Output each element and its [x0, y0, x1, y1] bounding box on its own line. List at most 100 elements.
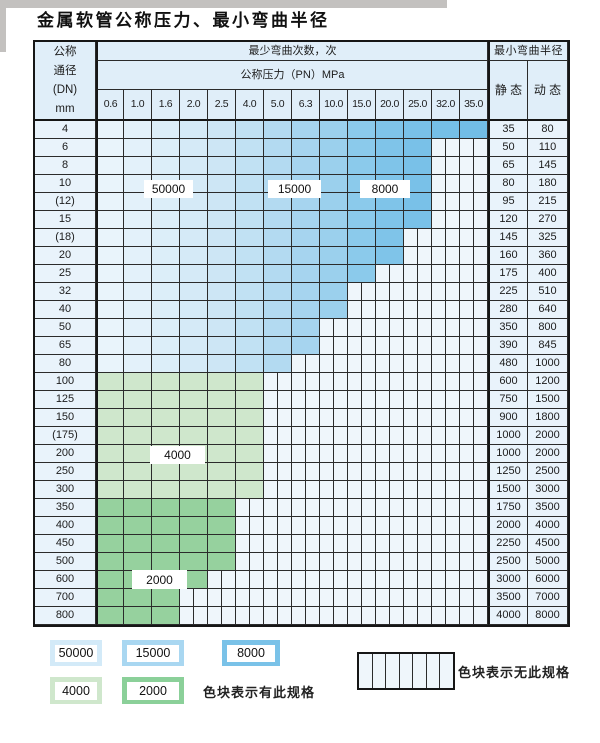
cycle-cell — [124, 121, 152, 139]
cycle-cell — [348, 139, 376, 157]
dn-label: 800 — [35, 607, 96, 625]
cycle-cell — [180, 283, 208, 301]
no-spec-cell — [460, 535, 488, 553]
static-value: 750 — [488, 391, 528, 409]
no-spec-cell — [348, 409, 376, 427]
cycle-cell — [152, 427, 180, 445]
pressure-tick: 32.0 — [432, 90, 460, 121]
cycle-cell — [376, 139, 404, 157]
no-spec-cell — [460, 283, 488, 301]
dynamic-value: 800 — [528, 319, 568, 337]
pressure-tick: 25.0 — [404, 90, 432, 121]
no-spec-cell — [404, 301, 432, 319]
cycle-cell — [208, 139, 236, 157]
cycle-cell — [152, 265, 180, 283]
cycle-cell — [96, 301, 124, 319]
dynamic-value: 180 — [528, 175, 568, 193]
cycle-cell — [208, 499, 236, 517]
cycle-cell — [208, 211, 236, 229]
no-spec-cell — [236, 607, 264, 625]
legend-swatch-50000: 50000 — [50, 640, 102, 666]
cycle-cell — [152, 517, 180, 535]
no-spec-cell — [432, 391, 460, 409]
dynamic-value: 1500 — [528, 391, 568, 409]
dn-label: 500 — [35, 553, 96, 571]
cycle-count-label: 15000 — [268, 180, 321, 198]
cycle-cell — [124, 319, 152, 337]
cycle-cell — [404, 121, 432, 139]
dn-label: 200 — [35, 445, 96, 463]
cycle-cell — [208, 301, 236, 319]
cycle-cell — [432, 121, 460, 139]
cycle-cell — [96, 319, 124, 337]
cycle-cell — [264, 211, 292, 229]
dn-label: 150 — [35, 409, 96, 427]
cycle-cell — [348, 229, 376, 247]
no-spec-cell — [292, 607, 320, 625]
no-spec-cell — [264, 607, 292, 625]
cycle-cell — [124, 283, 152, 301]
cycle-cell — [348, 157, 376, 175]
no-spec-cell — [404, 445, 432, 463]
no-spec-cell — [432, 157, 460, 175]
scan-artifact-top — [0, 0, 447, 8]
cycle-cell — [180, 463, 208, 481]
dn-label: 8 — [35, 157, 96, 175]
no-spec-cell — [320, 427, 348, 445]
no-spec-cell — [460, 463, 488, 481]
cycle-cell — [208, 373, 236, 391]
static-value: 1000 — [488, 445, 528, 463]
cycle-cell — [180, 391, 208, 409]
no-spec-cell — [404, 409, 432, 427]
no-spec-cell — [432, 211, 460, 229]
dynamic-value: 2500 — [528, 463, 568, 481]
cycle-cell — [180, 229, 208, 247]
no-spec-cell — [404, 427, 432, 445]
cycle-cell — [96, 157, 124, 175]
no-spec-cell — [320, 409, 348, 427]
cycle-cell — [348, 265, 376, 283]
no-spec-cell — [348, 391, 376, 409]
scan-artifact-left — [0, 8, 6, 52]
no-spec-cell — [236, 553, 264, 571]
dn-label: 32 — [35, 283, 96, 301]
no-spec-cell — [320, 553, 348, 571]
static-value: 2000 — [488, 517, 528, 535]
cycle-cell — [124, 391, 152, 409]
no-spec-cell — [460, 373, 488, 391]
no-spec-cell — [320, 535, 348, 553]
no-spec-cell — [348, 553, 376, 571]
cycle-cell — [180, 211, 208, 229]
no-spec-cell — [460, 193, 488, 211]
dn-header-line: (DN) — [52, 83, 78, 96]
static-value: 2250 — [488, 535, 528, 553]
no-spec-cell — [320, 355, 348, 373]
cycle-cell — [180, 517, 208, 535]
dynamic-value: 2000 — [528, 427, 568, 445]
no-spec-cell — [432, 355, 460, 373]
no-spec-cell — [432, 265, 460, 283]
static-value: 1750 — [488, 499, 528, 517]
legend-hatch-stripe — [399, 654, 414, 688]
pressure-header: 公称压力（PN）MPa — [96, 61, 488, 90]
no-spec-cell — [432, 409, 460, 427]
spec-table: 公称 通径 (DN) mm 最少弯曲次数，次 最小弯曲半径 公称压力（PN）MP… — [33, 40, 570, 627]
cycle-cell — [236, 463, 264, 481]
cycle-cell — [320, 265, 348, 283]
pressure-tick: 4.0 — [236, 90, 264, 121]
cycle-cell — [236, 157, 264, 175]
dn-header-line: 通径 — [53, 64, 77, 77]
no-spec-cell — [236, 499, 264, 517]
cycle-cell — [96, 265, 124, 283]
dynamic-value: 7000 — [528, 589, 568, 607]
dn-label: 350 — [35, 499, 96, 517]
cycle-cell — [320, 175, 348, 193]
no-spec-cell — [264, 409, 292, 427]
cycle-cell — [152, 229, 180, 247]
legend-swatch-label: 8000 — [227, 644, 275, 662]
cycle-cell — [152, 211, 180, 229]
no-spec-cell — [376, 427, 404, 445]
no-spec-cell — [432, 589, 460, 607]
dn-label: 10 — [35, 175, 96, 193]
dn-label: 400 — [35, 517, 96, 535]
